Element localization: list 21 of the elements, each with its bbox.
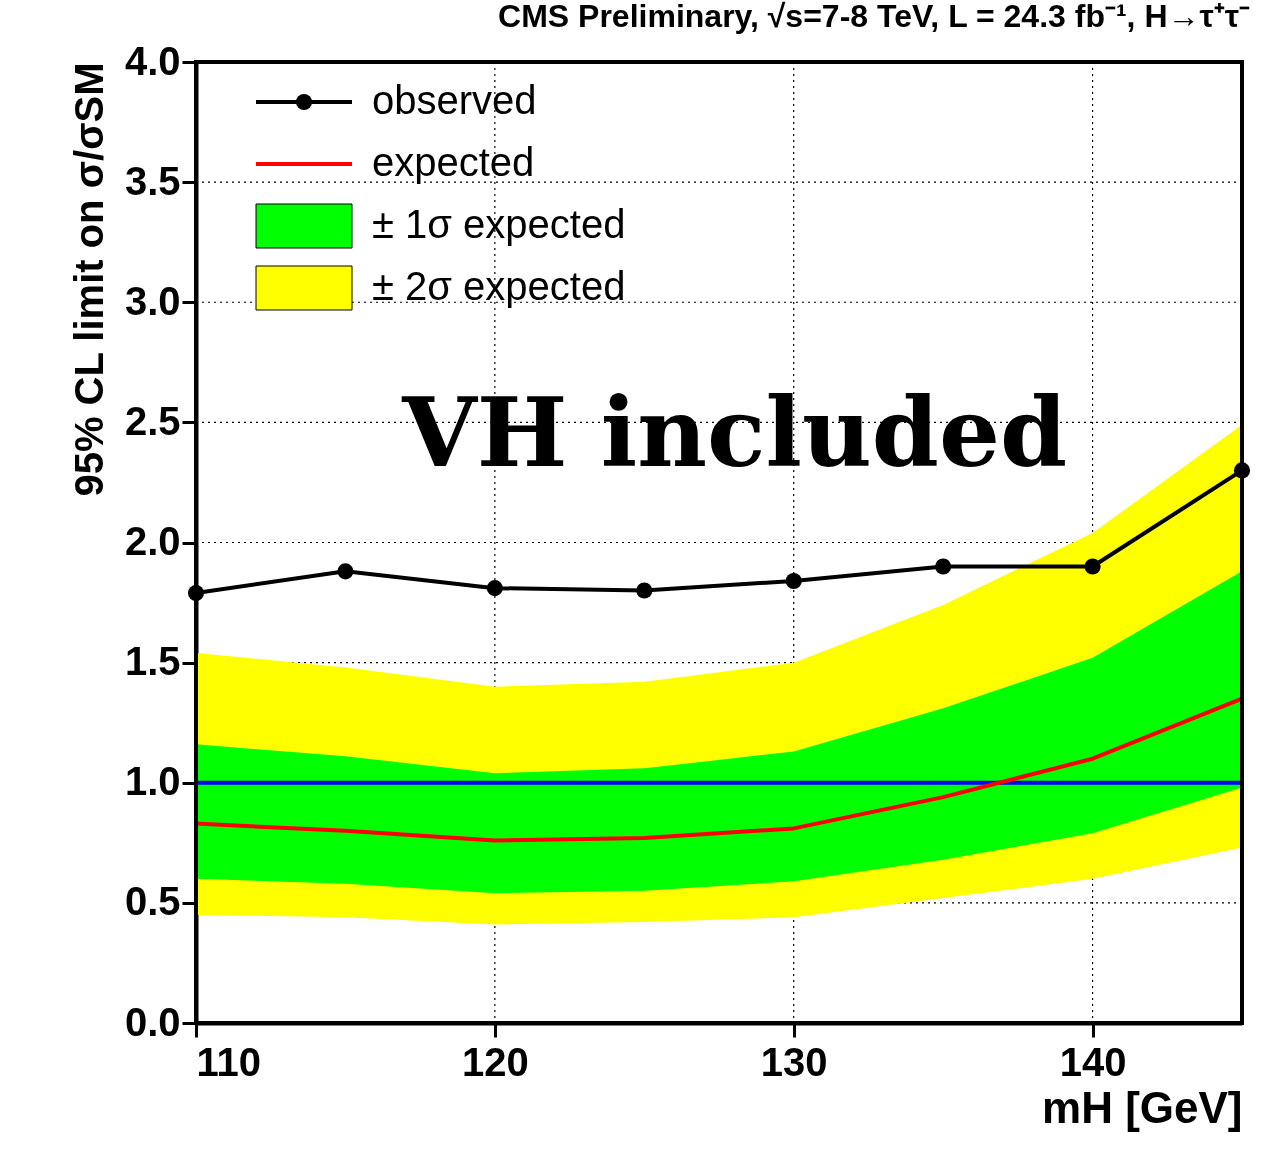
annotation: VH included [401, 375, 1068, 489]
y-axis-title: 95% CL limit on σ/σSM [66, 62, 111, 497]
x-tick-label: 110 [196, 1039, 262, 1084]
legend-label: ± 2σ expected [372, 264, 626, 308]
y-tick-label: 1.5 [124, 639, 181, 684]
legend-label: ± 1σ expected [372, 202, 626, 246]
y-tick-label: 0.5 [124, 879, 181, 924]
legend-label: observed [372, 78, 537, 122]
legend-label: expected [372, 140, 535, 184]
y-tick-label: 1.0 [124, 759, 181, 804]
y-tick-label: 4.0 [124, 38, 181, 83]
y-tick-label: 0.0 [124, 999, 181, 1044]
y-tick-label: 3.0 [124, 278, 181, 323]
y-tick-label: 2.5 [124, 398, 181, 443]
x-tick-label: 120 [461, 1039, 529, 1084]
y-tick-label: 3.5 [124, 158, 181, 203]
x-tick-label: 140 [1059, 1039, 1127, 1084]
x-tick-label: 130 [760, 1039, 828, 1084]
x-axis-title: mH [GeV] [1042, 1082, 1243, 1132]
y-tick-label: 2.0 [124, 519, 181, 563]
chart-title: CMS Preliminary, √s=7-8 TeV, L = 24.3 fb⁻¹, H→τ⁺τ⁻ [498, 0, 1251, 34]
